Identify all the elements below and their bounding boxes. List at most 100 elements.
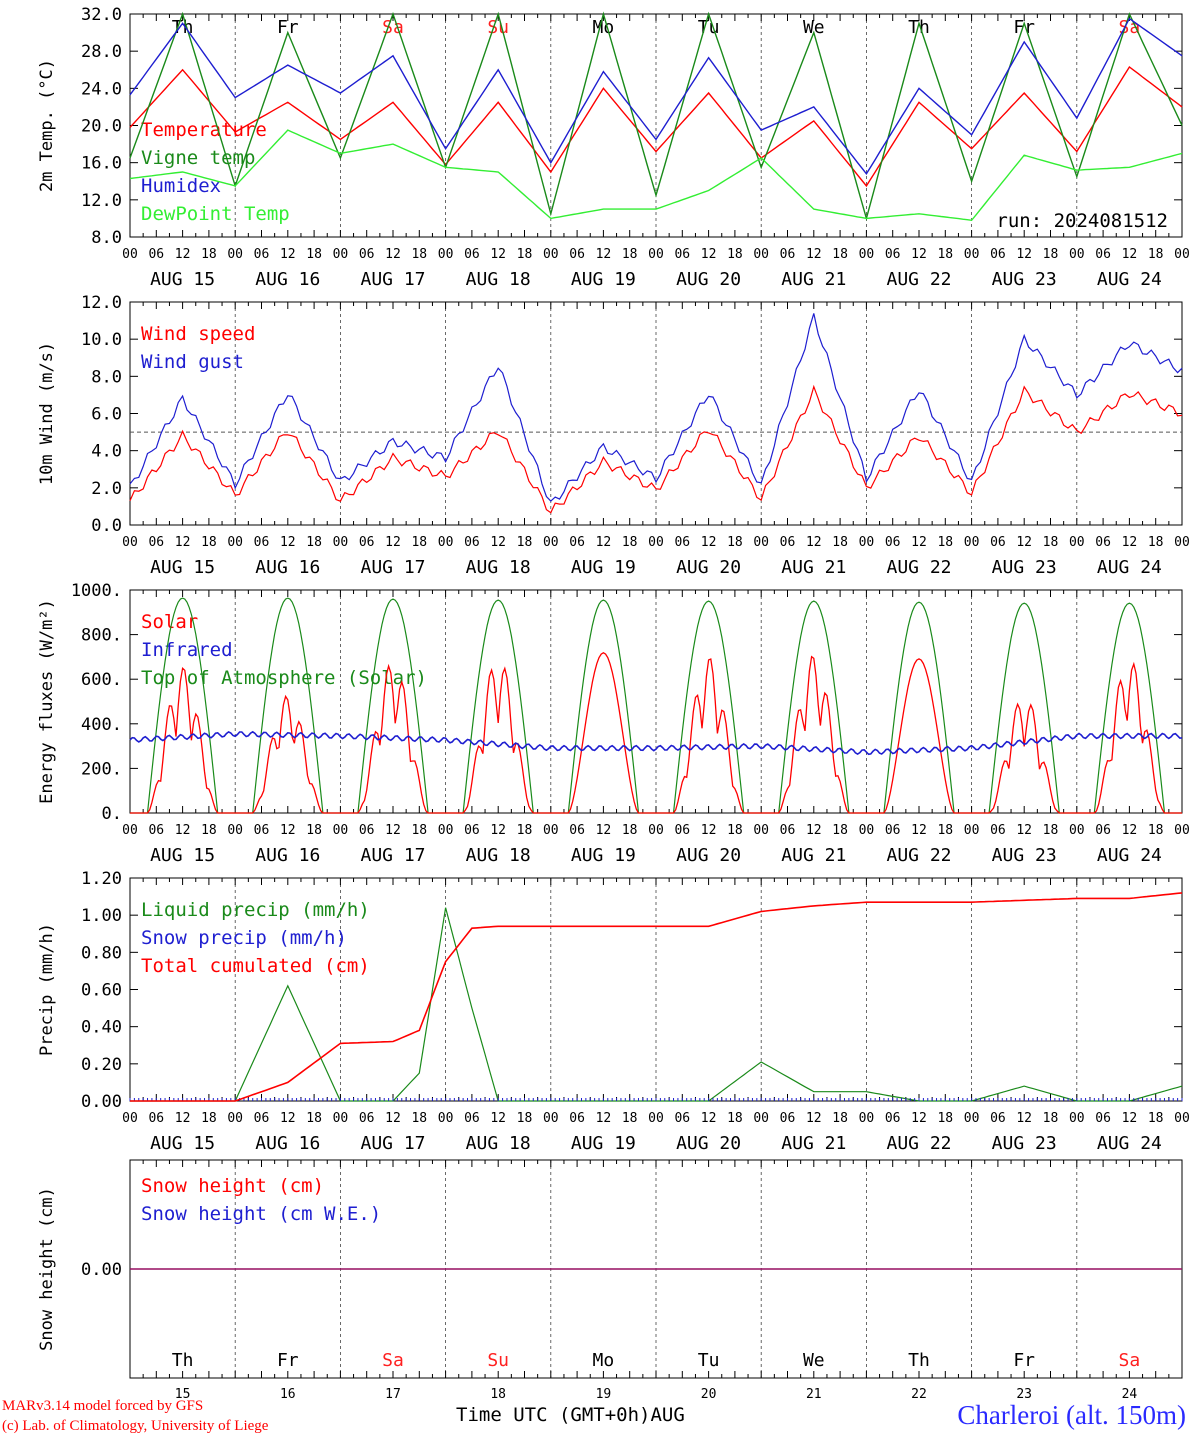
hour-tick-label: 18 (832, 1111, 848, 1126)
legend-entry: Liquid precip (mm/h) (141, 899, 370, 921)
y-tick-label: 4.0 (91, 442, 122, 462)
hour-tick-label: 12 (385, 1111, 401, 1126)
hour-tick-label: 18 (517, 247, 533, 262)
legend-entry: Vigne temp (141, 147, 255, 169)
y-tick-label: 0.60 (81, 981, 122, 1001)
y-tick-label: 8.0 (91, 228, 122, 248)
legend-entry: Temperature (141, 119, 267, 141)
hour-tick-label: 18 (1043, 1111, 1059, 1126)
y-tick-label: 0.00 (81, 1260, 122, 1280)
hour-tick-label: 18 (201, 247, 217, 262)
y-tick-label: 12.0 (81, 191, 122, 211)
hour-tick-label: 06 (359, 247, 375, 262)
hour-tick-label: 18 (1148, 1111, 1164, 1126)
hour-tick-label: 18 (727, 823, 743, 838)
hour-tick-label: 12 (596, 535, 612, 550)
hour-tick-label: 00 (964, 1111, 980, 1126)
hour-tick-label: 06 (1095, 1111, 1111, 1126)
weekday-label-top: Mo (593, 17, 615, 38)
hour-tick-label: 12 (385, 823, 401, 838)
weekday-label-top: Sa (382, 17, 404, 38)
hour-tick-label: 18 (411, 823, 427, 838)
legend-entry: Snow height (cm W.E.) (141, 1203, 381, 1225)
hour-tick-label: 18 (201, 535, 217, 550)
hour-tick-label: 00 (333, 1111, 349, 1126)
hour-tick-label: 06 (254, 823, 270, 838)
day-label: AUG 18 (466, 845, 531, 866)
day-label: AUG 23 (992, 845, 1057, 866)
hour-tick-label: 06 (990, 247, 1006, 262)
y-tick-label: 32.0 (81, 5, 122, 25)
hour-tick-label: 18 (1148, 535, 1164, 550)
y-tick-label: 0.80 (81, 943, 122, 963)
hour-tick-label: 00 (753, 823, 769, 838)
day-label: AUG 21 (781, 557, 846, 578)
hour-tick-label: 12 (596, 247, 612, 262)
hour-tick-label: 18 (411, 247, 427, 262)
day-label: AUG 18 (466, 1133, 531, 1154)
day-label: AUG 17 (360, 557, 425, 578)
legend-entry: Wind speed (141, 323, 255, 345)
hour-tick-label: 00 (964, 247, 980, 262)
y-tick-label: 28.0 (81, 42, 122, 62)
hour-tick-label: 06 (148, 1111, 164, 1126)
hour-tick-label: 18 (411, 535, 427, 550)
day-label: AUG 24 (1097, 1133, 1162, 1154)
hour-tick-label: 06 (464, 1111, 480, 1126)
hour-tick-label: 06 (359, 535, 375, 550)
hour-tick-label: 00 (859, 1111, 875, 1126)
hour-tick-label: 12 (1016, 823, 1032, 838)
hour-tick-label: 18 (306, 1111, 322, 1126)
hour-tick-label: 00 (438, 823, 454, 838)
hour-tick-label: 12 (490, 1111, 506, 1126)
panel-3: 0. 200. 400. 600. 800. 1000. Energy fluxes (W/… (37, 581, 1190, 866)
hour-tick-label: 00 (438, 1111, 454, 1126)
hour-tick-label: 00 (122, 1111, 138, 1126)
hour-tick-label: 00 (1069, 535, 1085, 550)
hour-tick-label: 12 (1016, 247, 1032, 262)
hour-tick-label: 06 (1095, 247, 1111, 262)
day-label: AUG 15 (150, 269, 215, 290)
hour-tick-label: 12 (490, 535, 506, 550)
y-tick-label: 24.0 (81, 79, 122, 99)
hour-tick-label: 18 (832, 823, 848, 838)
y-tick-label: 0.20 (81, 1055, 122, 1075)
day-label: AUG 17 (360, 269, 425, 290)
weekday-label-bottom: Th (172, 1350, 194, 1371)
hour-tick-label: 12 (280, 823, 296, 838)
hour-tick-label: 18 (517, 1111, 533, 1126)
series-dewpoint-temp (129, 129, 1183, 222)
hour-tick-label: 12 (701, 535, 717, 550)
hour-tick-label: 12 (280, 535, 296, 550)
hour-tick-label: 00 (1069, 823, 1085, 838)
y-axis-label: 2m Temp. (°C) (37, 59, 57, 192)
hour-tick-label: 12 (701, 823, 717, 838)
hour-tick-label: 06 (148, 247, 164, 262)
weekday-label-bottom: Sa (1119, 1350, 1141, 1371)
day-label: AUG 20 (676, 845, 741, 866)
hour-tick-label: 00 (1174, 535, 1190, 550)
hour-tick-label: 00 (333, 247, 349, 262)
hour-tick-label: 00 (964, 535, 980, 550)
day-number-label: 15 (175, 1387, 191, 1402)
hour-tick-label: 00 (333, 823, 349, 838)
hour-tick-label: 00 (648, 823, 664, 838)
hour-tick-label: 18 (832, 247, 848, 262)
hour-tick-label: 12 (175, 535, 191, 550)
hour-tick-label: 00 (859, 535, 875, 550)
y-tick-label: 12.0 (81, 293, 122, 313)
y-tick-label: 0.40 (81, 1018, 122, 1038)
y-tick-label: 400. (81, 715, 122, 735)
y-tick-label: 1000. (71, 581, 122, 601)
hour-tick-label: 00 (227, 247, 243, 262)
hour-tick-label: 06 (990, 1111, 1006, 1126)
hour-tick-label: 00 (753, 247, 769, 262)
hour-tick-label: 18 (201, 823, 217, 838)
day-label: AUG 15 (150, 845, 215, 866)
hour-tick-label: 06 (254, 1111, 270, 1126)
y-tick-label: 0.0 (91, 516, 122, 536)
hour-tick-label: 18 (937, 823, 953, 838)
y-tick-label: 8.0 (91, 367, 122, 387)
day-label: AUG 23 (992, 1133, 1057, 1154)
